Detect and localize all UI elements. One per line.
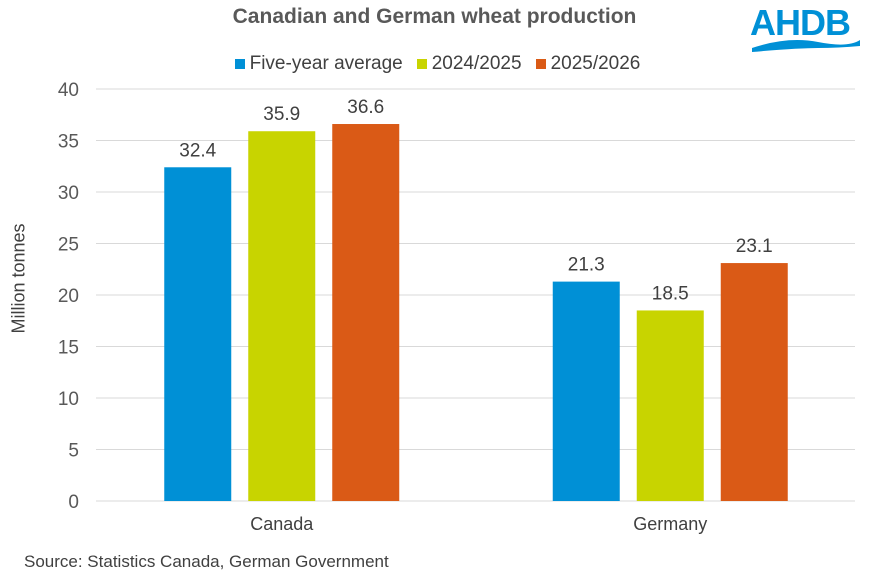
y-tick-label: 35 (58, 132, 79, 153)
y-tick-label: 40 (58, 80, 79, 101)
legend-swatch (535, 59, 546, 69)
data-label: 36.6 (347, 97, 384, 118)
svg-text:AHDB: AHDB (750, 2, 850, 43)
bar (164, 167, 232, 501)
chart-title: Canadian and German wheat production (232, 5, 637, 28)
legend-item-five-year-average: Five-year average (234, 53, 403, 75)
data-label: 35.9 (263, 104, 300, 125)
legend-item-2024-2025: 2024/2025 (416, 53, 522, 75)
ahdb-logo: AHDB (748, 2, 863, 59)
y-tick-label: 15 (58, 338, 79, 359)
y-tick-label: 30 (58, 183, 79, 204)
legend-swatch (234, 59, 245, 69)
y-tick-label: 20 (58, 286, 79, 307)
bar (552, 281, 620, 501)
bar (332, 124, 400, 502)
bar (720, 263, 788, 501)
x-tick-label: Canada (250, 514, 314, 534)
legend-label: 2024/2025 (431, 53, 522, 74)
y-tick-label: 10 (58, 389, 79, 410)
data-label: 32.4 (179, 140, 216, 161)
source-note: Source: Statistics Canada, German Govern… (24, 552, 389, 571)
data-label: 18.5 (652, 283, 689, 304)
bar (636, 310, 704, 501)
y-tick-label: 0 (68, 492, 79, 513)
data-label: 21.3 (568, 255, 605, 276)
bar (248, 131, 316, 502)
data-label: 23.1 (736, 236, 773, 257)
y-tick-label: 5 (68, 441, 79, 462)
legend-label: 2025/2026 (550, 53, 641, 74)
x-tick-label: Germany (633, 514, 707, 534)
legend-item-2025-2026: 2025/2026 (535, 53, 641, 75)
legend-swatch (416, 59, 427, 69)
legend-label: Five-year average (249, 53, 403, 74)
legend: Five-year average 2024/2025 2025/2026 (0, 53, 869, 75)
y-tick-label: 25 (58, 235, 79, 256)
